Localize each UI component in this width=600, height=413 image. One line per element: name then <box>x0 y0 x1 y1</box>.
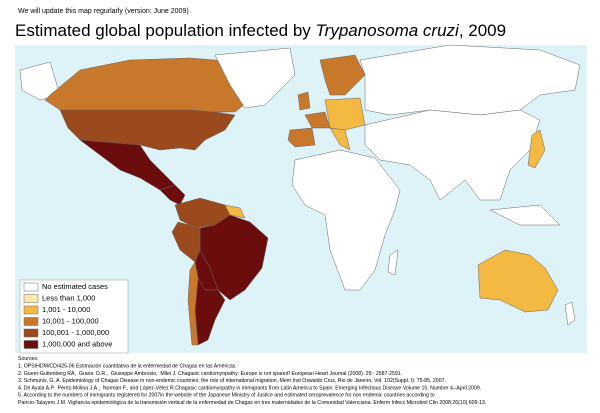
legend-label: 1,001 - 10,000 <box>42 305 90 314</box>
legend-swatch <box>23 317 39 326</box>
japan <box>527 129 546 169</box>
title-italic: Trypanosoma cruzi <box>316 21 461 40</box>
source-line: 2. Guerri-Guttenberg RA, Grana D.R., Giu… <box>18 371 402 377</box>
legend: No estimated cases Less than 1,000 1,001 -… <box>23 282 112 349</box>
update-note: We will update this map regurlarly (vers… <box>18 8 189 15</box>
title-suffix: , 2009 <box>459 21 506 40</box>
se-asia-islands <box>489 204 561 226</box>
source-line: 3. Schmunis, G. A. Epidemiology of Chaga… <box>18 378 446 384</box>
scandinavia <box>319 54 366 96</box>
legend-swatch <box>23 340 39 349</box>
source-line: 1. OPS/HDM/CD/425-06 Estimación cuantita… <box>18 364 237 370</box>
central-america <box>159 184 186 206</box>
central-europe <box>324 97 366 131</box>
title-prefix: Estimated global population infected by <box>15 21 316 40</box>
africa <box>291 149 401 291</box>
legend-swatch <box>23 305 39 315</box>
legend-swatch <box>23 328 39 338</box>
source-line: 5. According to the numbers of immigrant… <box>18 393 435 399</box>
source-line: 4. De Ayala A.P. Pérez-Molina J.A., Norm… <box>18 385 481 391</box>
legend-label: 100,001 - 1,000,000 <box>42 328 109 337</box>
greenland <box>214 47 296 109</box>
legend-label: 1,000,000 and above <box>42 339 112 348</box>
legend-swatch <box>23 282 39 292</box>
map-title: Estimated global population infected by … <box>15 21 506 40</box>
chile <box>187 261 199 346</box>
legend-label: 10,001 - 100,000 <box>42 316 99 325</box>
source-line: Paricio-Talayero J.M. Vigilancia epidemi… <box>18 400 486 406</box>
asia <box>364 109 541 201</box>
new-zealand <box>564 301 576 326</box>
sources-heading: Sources: <box>18 356 38 362</box>
spain <box>287 127 316 148</box>
australia <box>477 249 559 313</box>
sources: Sources: 1. OPS/HDM/CD/425-06 Estimación… <box>18 356 486 406</box>
italy <box>329 127 351 151</box>
uk <box>297 91 311 111</box>
legend-label: No estimated cases <box>42 282 108 291</box>
legend-label: Less than 1,000 <box>42 293 95 302</box>
land <box>19 44 581 346</box>
madagascar <box>387 249 399 276</box>
legend-swatch <box>23 294 39 303</box>
